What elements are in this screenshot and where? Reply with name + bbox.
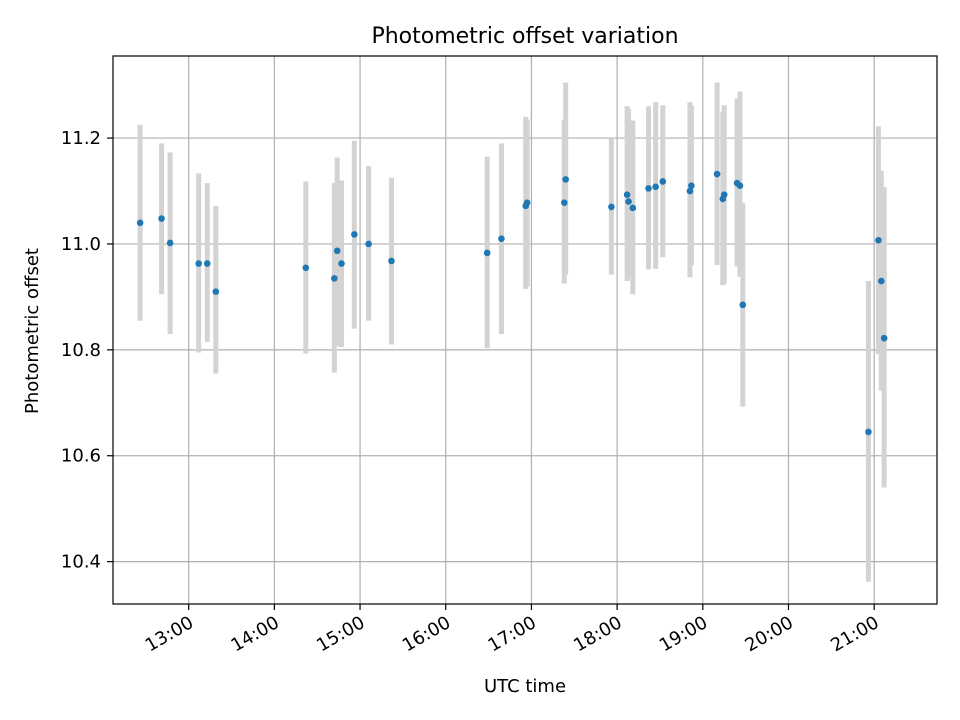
data-point — [338, 260, 345, 267]
x-axis-label: UTC time — [484, 676, 566, 697]
data-point — [688, 182, 695, 190]
data-point — [652, 183, 659, 191]
data-point — [686, 187, 694, 195]
data-point — [388, 257, 395, 265]
y-tick-label: 11.2 — [61, 128, 101, 149]
data-point — [562, 176, 570, 183]
data-point — [166, 239, 174, 247]
data-point — [625, 198, 632, 205]
data-point — [608, 203, 615, 211]
data-point — [739, 301, 747, 309]
data-point — [720, 191, 728, 199]
chart-title: Photometric offset variation — [371, 24, 678, 49]
y-tick-label: 11.0 — [61, 234, 101, 255]
data-point — [302, 264, 310, 272]
data-point — [645, 185, 652, 192]
y-axis-label: Photometric offset — [22, 248, 43, 414]
data-point — [365, 240, 372, 248]
data-point — [136, 219, 144, 227]
y-tick-label: 10.6 — [61, 446, 101, 467]
data-point — [212, 288, 220, 295]
data-point — [623, 191, 631, 199]
data-point — [560, 199, 568, 206]
data-point — [483, 249, 491, 257]
data-point — [351, 231, 358, 238]
data-point — [878, 277, 885, 285]
y-tick-label: 10.8 — [61, 340, 101, 361]
data-point — [713, 170, 721, 178]
data-point — [498, 235, 505, 242]
data-point — [195, 260, 202, 267]
data-point — [331, 275, 338, 282]
data-point — [659, 178, 667, 185]
data-point — [629, 204, 637, 212]
data-point — [158, 215, 165, 222]
data-point — [875, 236, 882, 244]
data-points — [136, 170, 888, 436]
data-point — [736, 182, 744, 190]
data-point — [880, 334, 888, 342]
data-point — [865, 428, 872, 436]
y-tick-label: 10.4 — [61, 552, 101, 573]
plot-frame — [112, 55, 938, 605]
data-point — [523, 199, 531, 206]
y-axis-ticks: 10.4 10.6 10.8 11.0 11.2 — [61, 128, 113, 573]
data-point — [333, 247, 341, 255]
data-point — [203, 260, 211, 267]
